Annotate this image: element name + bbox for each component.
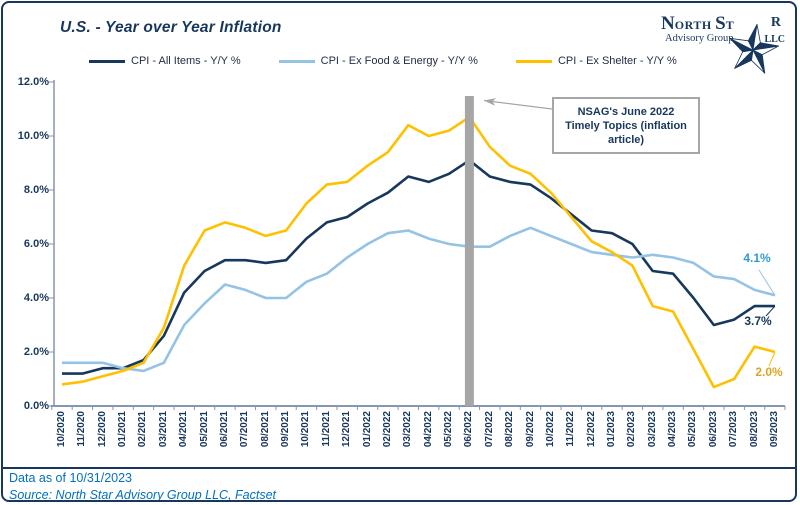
- x-axis-tick-label: 06/2021: [218, 411, 230, 448]
- annotation-box: NSAG's June 2022 Timely Topics (inflatio…: [552, 97, 700, 154]
- event-marker-bar: [464, 96, 474, 406]
- y-axis-tick-label: 2.0%: [23, 346, 49, 358]
- north-star-logo: North St Advisory Group R LLC: [623, 11, 785, 89]
- series-line-2: [61, 115, 776, 389]
- x-axis-tick-label: 04/2022: [422, 411, 434, 448]
- x-axis-tick-label: 11/2020: [76, 411, 88, 447]
- x-axis-tick-label: 12/2021: [341, 411, 353, 448]
- legend-swatch-all-items: [89, 59, 125, 63]
- logo-wordmark: North St: [661, 13, 735, 34]
- y-axis-tick-label: 4.0%: [23, 292, 49, 304]
- x-axis-tick-label: 11/2021: [320, 411, 332, 447]
- x-axis-tick-label: 01/2023: [605, 411, 617, 448]
- x-axis-tick-label: 07/2021: [239, 411, 251, 448]
- x-axis-tick-label: 02/2023: [626, 411, 638, 448]
- x-axis-tick-label: 06/2023: [707, 411, 719, 448]
- series-line-0: [62, 159, 775, 375]
- x-axis-tick-label: 09/2022: [524, 411, 536, 448]
- x-axis-tick-label: 08/2021: [259, 411, 271, 448]
- chart-legend: CPI - All Items - Y/Y % CPI - Ex Food & …: [89, 55, 677, 67]
- y-axis-tick-label: 6.0%: [23, 238, 49, 250]
- x-axis-tick-label: 04/2021: [178, 411, 190, 448]
- x-axis-tick-label: 03/2021: [157, 411, 169, 448]
- x-axis-tick-label: 10/2021: [300, 411, 312, 448]
- north-star-logo-icon: [729, 24, 780, 74]
- x-axis-tick-label: 02/2021: [137, 411, 149, 448]
- x-axis-tick-label: 08/2023: [748, 411, 760, 448]
- series-line-1: [62, 226, 776, 373]
- x-axis-tick-label: 01/2021: [117, 411, 129, 448]
- x-axis-tick-label: 10/2020: [56, 411, 67, 448]
- legend-label: CPI - Ex Shelter - Y/Y %: [557, 55, 677, 67]
- legend-swatch-ex-shelter: [515, 59, 552, 63]
- x-axis-tick-label: 09/2023: [768, 411, 780, 448]
- series-end-label-ex-food-energy: 4.1%: [743, 251, 771, 265]
- legend-item-ex-food-energy[interactable]: CPI - Ex Food & Energy - Y/Y %: [278, 55, 478, 67]
- legend-swatch-ex-food-energy: [278, 59, 315, 63]
- x-axis-tick-label: 03/2023: [646, 411, 658, 448]
- legend-item-ex-shelter[interactable]: CPI - Ex Shelter - Y/Y %: [515, 55, 677, 67]
- x-axis-tick-label: 05/2022: [443, 411, 455, 448]
- x-axis-tick-label: 02/2022: [381, 411, 393, 448]
- series-end-label-ex-shelter: 2.0%: [755, 365, 783, 379]
- x-axis-tick-label: 10/2022: [544, 411, 556, 448]
- source-text: Source: North Star Advisory Group LLC, F…: [9, 488, 277, 502]
- x-axis-tick-label: 11/2022: [565, 411, 577, 447]
- x-axis-tick-label: 05/2021: [198, 411, 210, 448]
- x-axis-tick-label: 06/2022: [463, 411, 475, 448]
- data-as-of-text: Data as of 10/31/2023: [9, 471, 133, 485]
- y-axis-tick-label: 0.0%: [23, 400, 49, 412]
- logo-tagline: Advisory Group: [665, 33, 734, 44]
- legend-item-all-items[interactable]: CPI - All Items - Y/Y %: [89, 55, 241, 67]
- x-axis-tick-label: 07/2022: [483, 411, 495, 448]
- end-label-leader: [768, 351, 776, 367]
- annotation-arrow: [483, 98, 553, 110]
- logo-llc: LLC: [764, 34, 785, 45]
- page-title: U.S. - Year over Year Inflation: [60, 19, 282, 36]
- x-axis-tick-label: 12/2022: [585, 411, 597, 448]
- series-end-label-all-items: 3.7%: [744, 314, 772, 328]
- x-axis-tick-label: 01/2022: [361, 411, 373, 448]
- x-axis-tick-label: 03/2022: [402, 411, 414, 448]
- x-axis-tick-label: 07/2023: [728, 411, 740, 448]
- footer-divider: [3, 467, 795, 469]
- x-axis-tick-label: 04/2023: [667, 411, 679, 448]
- legend-label: CPI - All Items - Y/Y %: [131, 55, 241, 67]
- annotation-text: Timely Topics (inflation: [565, 120, 687, 132]
- annotation-text: article): [607, 134, 645, 146]
- x-axis-tick-label: 12/2020: [96, 411, 108, 448]
- y-axis-tick-label: 12.0%: [17, 76, 49, 88]
- x-axis-tick-label: 08/2022: [504, 411, 516, 448]
- end-label-leader: [758, 269, 776, 296]
- annotation-text: NSAG's June 2022: [577, 106, 675, 118]
- y-axis-tick-label: 8.0%: [23, 184, 49, 196]
- x-axis-tick-label: 05/2023: [687, 411, 699, 448]
- x-axis-tick-label: 09/2021: [280, 411, 292, 448]
- legend-label: CPI - Ex Food & Energy - Y/Y %: [320, 55, 478, 67]
- y-axis-tick-label: 10.0%: [17, 130, 49, 142]
